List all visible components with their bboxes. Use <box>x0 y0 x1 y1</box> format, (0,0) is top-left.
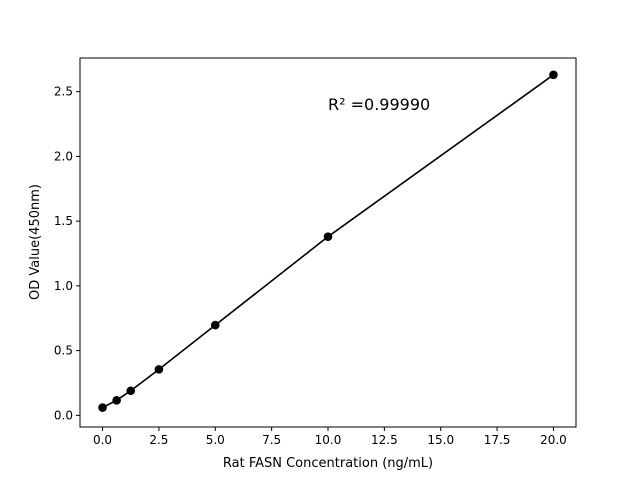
series-group <box>98 70 558 412</box>
y-tick-label: 1.5 <box>54 214 73 228</box>
y-tick-label: 1.0 <box>54 279 73 293</box>
data-point <box>112 396 121 405</box>
y-tick-label: 2.5 <box>54 85 73 99</box>
x-tick-label: 0.0 <box>93 433 112 447</box>
y-tick-label: 2.0 <box>54 149 73 163</box>
y-axis: 0.0 0.5 1.0 1.5 2.0 2.5 <box>54 85 80 422</box>
x-tick-label: 20.0 <box>540 433 567 447</box>
x-tick-label: 10.0 <box>315 433 342 447</box>
x-tick-label: 5.0 <box>206 433 225 447</box>
y-tick-label: 0.5 <box>54 344 73 358</box>
x-tick-label: 2.5 <box>149 433 168 447</box>
y-axis-label: OD Value(450nm) <box>28 184 43 300</box>
data-point <box>126 386 136 396</box>
data-point <box>210 320 220 330</box>
r-squared-annotation: R² =0.99990 <box>328 95 430 114</box>
x-tick-label: 15.0 <box>427 433 454 447</box>
data-point <box>323 232 333 241</box>
data-point <box>549 70 558 80</box>
x-tick-label: 12.5 <box>371 433 398 447</box>
x-axis-label: Rat FASN Concentration (ng/mL) <box>223 456 433 471</box>
x-tick-label: 7.5 <box>262 433 281 447</box>
data-point <box>154 365 164 374</box>
x-tick-label: 17.5 <box>484 433 511 447</box>
x-axis: 0.0 2.5 5.0 7.5 10.0 12.5 15.0 17.5 20.0 <box>93 427 567 447</box>
y-tick-label: 0.0 <box>54 408 73 422</box>
data-point <box>98 403 107 412</box>
